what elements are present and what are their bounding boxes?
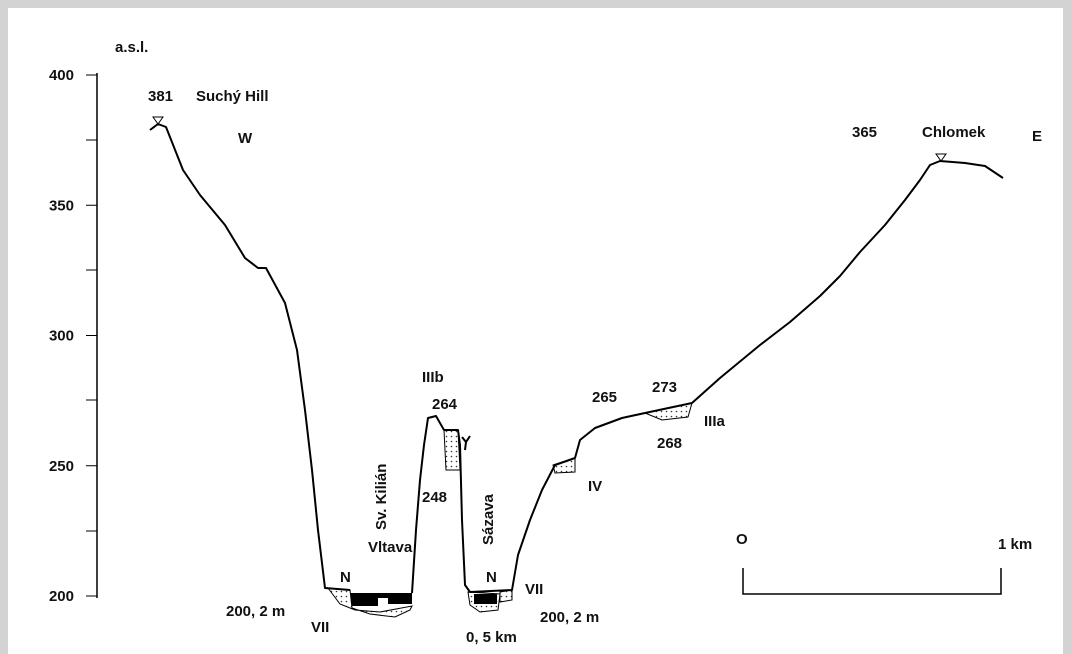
label: E: [1032, 128, 1042, 145]
label: IV: [588, 478, 602, 495]
label: Chlomek: [922, 124, 986, 141]
label: 1 km: [998, 536, 1032, 553]
page: 400350300250200 a.s.l. 381 Suchý Hill W …: [0, 0, 1071, 654]
label: Vltava: [368, 539, 413, 556]
river-label: Sv. Kilián: [373, 464, 390, 530]
label: 200, 2 m: [226, 603, 285, 620]
label: 365: [852, 124, 877, 141]
y-tick-label: 250: [49, 458, 74, 475]
label: 273: [652, 379, 677, 396]
y-tick-label: 350: [49, 197, 74, 214]
y-tick-label: 400: [49, 67, 74, 84]
label: 248: [422, 489, 447, 506]
river-bed: [474, 594, 497, 604]
deposit: [444, 430, 460, 470]
label: 268: [657, 435, 682, 452]
label: Suchý Hill: [196, 88, 269, 105]
deposit: [500, 590, 512, 602]
label: N: [486, 569, 497, 586]
y-tick-label: 200: [49, 588, 74, 605]
label: VII: [311, 619, 329, 636]
label: 264: [432, 396, 458, 413]
y-tick-label: 300: [49, 328, 74, 345]
label: IIIb: [422, 369, 444, 386]
label: N: [340, 569, 351, 586]
label: W: [238, 130, 253, 147]
label: IIIa: [704, 413, 726, 430]
label: 265: [592, 389, 617, 406]
label: 200, 2 m: [540, 609, 599, 626]
label: O: [736, 531, 748, 548]
river-label: Sázava: [480, 493, 497, 545]
axis-label: a.s.l.: [115, 39, 148, 56]
profile-diagram: 400350300250200 a.s.l. 381 Suchý Hill W …: [0, 0, 1071, 654]
label: 381: [148, 88, 173, 105]
label: VII: [525, 581, 543, 598]
label: 0, 5 km: [466, 629, 517, 646]
